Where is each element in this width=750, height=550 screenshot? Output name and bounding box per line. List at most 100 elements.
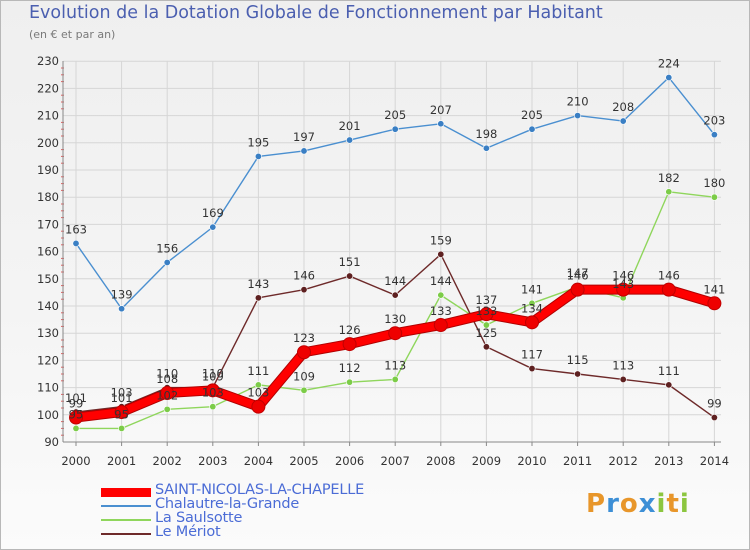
y-tick-label: 230 [37, 54, 59, 68]
data-point [391, 291, 399, 299]
data-label: 139 [111, 288, 133, 302]
y-tick-label: 190 [37, 163, 59, 177]
legend-swatch [101, 519, 151, 521]
data-point [574, 370, 582, 378]
x-tick-label: 2013 [654, 454, 683, 468]
data-label: 151 [339, 255, 361, 269]
logo-letter: r [606, 489, 620, 519]
data-point [437, 120, 445, 128]
x-tick-label: 2010 [517, 454, 546, 468]
grid [63, 60, 721, 443]
x-tick-label: 2003 [198, 454, 227, 468]
data-label: 103 [247, 386, 269, 400]
legend-label: SAINT-NICOLAS-LA-CHAPELLE [155, 482, 365, 498]
y-tick-label: 170 [37, 217, 59, 231]
data-label: 95 [114, 407, 129, 421]
data-label: 115 [567, 353, 589, 367]
data-label: 159 [430, 233, 452, 247]
y-tick-label: 110 [37, 381, 59, 395]
data-label: 130 [384, 312, 406, 326]
data-point [479, 307, 494, 322]
x-tick-label: 2004 [244, 454, 273, 468]
data-point [619, 117, 627, 125]
data-label: 103 [202, 386, 224, 400]
y-tick-label: 100 [37, 408, 59, 422]
y-tick-label: 90 [44, 435, 59, 449]
data-label: 208 [612, 100, 634, 114]
data-label: 117 [521, 348, 543, 362]
data-point [346, 378, 354, 386]
data-point [437, 291, 445, 299]
logo-letter: P [586, 489, 607, 519]
data-label: 205 [384, 108, 406, 122]
data-label: 109 [202, 369, 224, 383]
data-label: 103 [111, 386, 133, 400]
data-label: 169 [202, 206, 224, 220]
y-tick-label: 210 [37, 109, 59, 123]
data-label: 133 [430, 304, 452, 318]
data-point [482, 343, 490, 351]
data-point [254, 381, 262, 389]
data-point [300, 147, 308, 155]
logo-letter: i [656, 489, 667, 519]
data-point [297, 345, 311, 360]
x-tick-label: 2012 [609, 454, 638, 468]
data-label: 180 [703, 176, 725, 190]
logo-letter: t [666, 489, 680, 519]
data-label: 112 [339, 361, 361, 375]
data-label: 163 [65, 222, 87, 236]
data-point [118, 424, 126, 432]
legend-swatch [101, 533, 151, 535]
x-tick-label: 2011 [563, 454, 592, 468]
data-label: 198 [475, 127, 497, 141]
legend-swatch [101, 488, 151, 497]
data-point [251, 399, 266, 414]
data-point [619, 375, 627, 383]
data-label: 126 [339, 323, 361, 337]
data-point [346, 272, 354, 280]
data-point [616, 282, 631, 297]
data-point [205, 383, 220, 398]
logo-letter: o [619, 489, 639, 519]
data-label: 99 [707, 397, 722, 411]
data-point [525, 315, 539, 330]
legend-swatch [101, 505, 151, 507]
data-point [209, 403, 217, 411]
data-label: 144 [430, 274, 452, 288]
y-tick-label: 140 [37, 299, 59, 313]
data-point [437, 250, 445, 258]
data-label: 99 [69, 397, 84, 411]
data-label: 144 [384, 274, 406, 288]
data-label: 110 [202, 367, 224, 381]
logo-letter: i [679, 489, 690, 519]
data-point [570, 282, 585, 297]
x-tick-label: 2001 [107, 454, 136, 468]
data-point [574, 112, 582, 120]
data-point [209, 223, 217, 231]
data-point [300, 386, 308, 394]
data-point [665, 381, 673, 389]
data-point [433, 318, 448, 333]
x-tick-label: 2008 [426, 454, 455, 468]
data-point [482, 321, 490, 329]
data-label: 141 [521, 282, 543, 296]
data-point [300, 286, 308, 294]
x-tick-label: 2014 [700, 454, 729, 468]
legend-label: Chalautre-la-Grande [155, 496, 300, 512]
y-tick-label: 130 [37, 326, 59, 340]
data-label: 133 [475, 304, 497, 318]
data-label: 197 [293, 130, 315, 144]
data-point [72, 424, 80, 432]
x-tick-label: 2002 [153, 454, 182, 468]
y-tick-label: 160 [37, 245, 59, 259]
data-point [346, 136, 354, 144]
data-point [528, 125, 536, 133]
y-tick-label: 200 [37, 136, 59, 150]
data-label: 182 [658, 171, 680, 185]
x-tick-label: 2005 [289, 454, 318, 468]
y-tick-label: 150 [37, 272, 59, 286]
data-label: 111 [658, 364, 680, 378]
data-label: 108 [156, 372, 178, 386]
data-point [254, 294, 262, 302]
